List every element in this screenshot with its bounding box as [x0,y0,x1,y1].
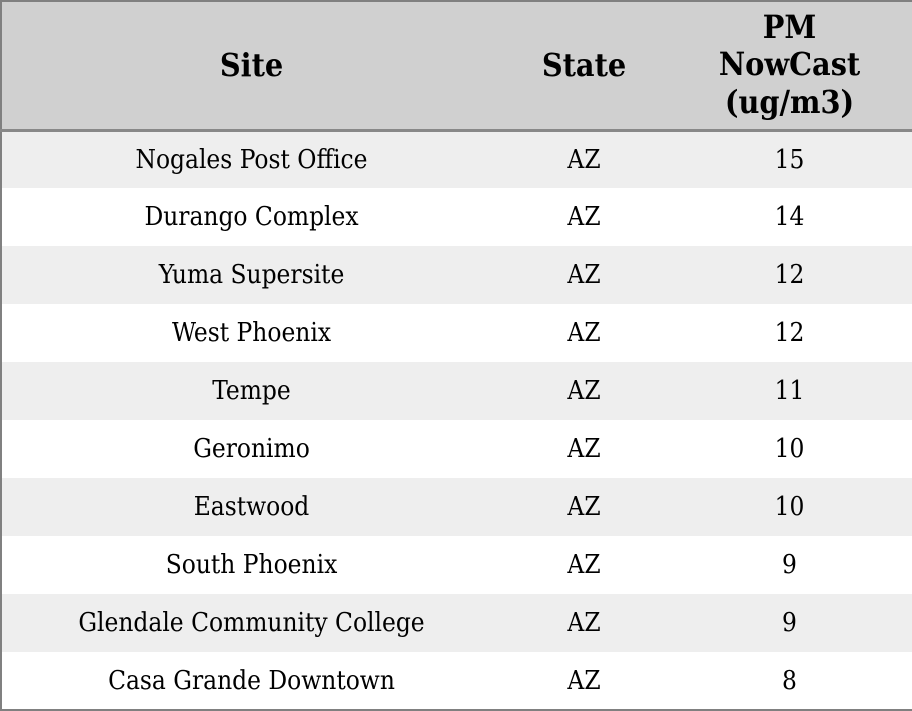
table-row: Glendale Community College AZ 9 [1,594,912,652]
site-cell: West Phoenix [171,318,332,348]
state-cell: AZ [567,608,601,638]
site-cell: Casa Grande Downtown [108,665,395,696]
value-cell: 12 [774,260,805,290]
value-cell: 11 [774,376,805,406]
table-row: South Phoenix AZ 9 [1,536,912,594]
site-cell: South Phoenix [165,550,338,580]
site-cell: Tempe [212,376,291,406]
column-header-pm-nowcast: PM NowCast (ug/m3) [667,1,912,132]
value-cell: 14 [774,202,805,232]
state-cell: AZ [567,550,601,580]
table-row: Tempe AZ 11 [1,362,912,420]
site-cell: Nogales Post Office [135,144,368,175]
site-cell: Glendale Community College [78,608,425,638]
value-cell: 8 [782,665,797,696]
state-cell: AZ [567,492,601,522]
table-row: West Phoenix AZ 12 [1,304,912,362]
column-header-site: Site [1,1,501,132]
table-body: Nogales Post Office AZ 15 Durango Comple… [1,130,912,710]
table-row: Nogales Post Office AZ 15 [1,130,912,188]
column-header-state: State [501,1,667,132]
table-row: Eastwood AZ 10 [1,478,912,536]
state-cell: AZ [567,376,601,406]
value-cell: 9 [782,608,797,638]
value-cell: 10 [774,492,805,522]
value-cell: 10 [774,434,805,464]
state-cell: AZ [567,665,601,696]
value-cell: 12 [774,318,805,348]
table-row: Casa Grande Downtown AZ 8 [1,652,912,710]
site-cell: Geronimo [193,434,310,464]
value-cell: 15 [774,144,805,175]
column-header-pm-nowcast-label: PM NowCast (ug/m3) [718,7,861,122]
state-cell: AZ [567,434,601,464]
table-row: Durango Complex AZ 14 [1,188,912,246]
table-row: Yuma Supersite AZ 12 [1,246,912,304]
table-header: Site State PM NowCast (ug/m3) [1,1,912,132]
state-cell: AZ [567,144,601,175]
site-cell: Eastwood [193,492,310,522]
header-row: Site State PM NowCast (ug/m3) [1,1,912,132]
state-cell: AZ [567,318,601,348]
site-cell: Yuma Supersite [158,260,345,290]
value-cell: 9 [782,550,797,580]
state-cell: AZ [567,260,601,290]
table-row: Geronimo AZ 10 [1,420,912,478]
site-cell: Durango Complex [144,202,359,232]
state-cell: AZ [567,202,601,232]
